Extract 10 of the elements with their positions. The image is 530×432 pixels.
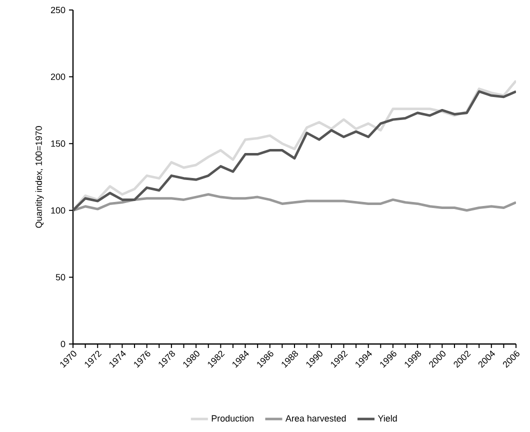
legend-label: Yield	[378, 414, 397, 422]
y-tick-label: 150	[51, 140, 66, 147]
y-tick-label: 250	[50, 6, 66, 14]
y-tick-label: 200	[50, 74, 66, 80]
legend-label: Production	[212, 414, 254, 422]
legend-label: Area harvested	[285, 414, 346, 422]
y-axis-title: Quantity index, 100=1970	[35, 126, 44, 228]
y-tick-label: 100	[51, 207, 66, 214]
y-tick-label: 50	[56, 274, 66, 280]
y-tick-label: 0	[60, 340, 66, 348]
